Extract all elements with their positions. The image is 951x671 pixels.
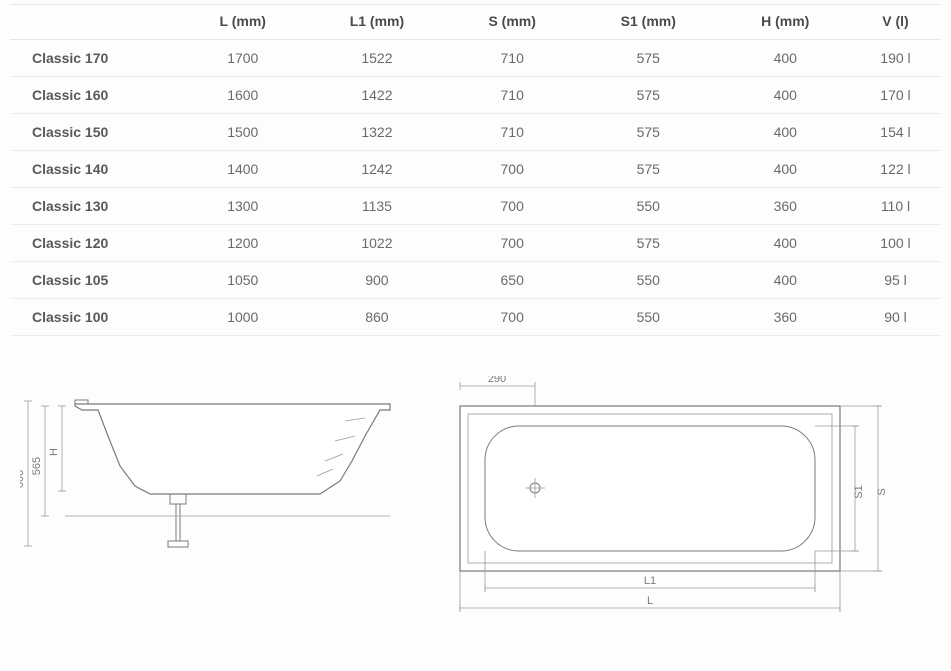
cell: 170 l (850, 77, 941, 114)
cell: 575 (576, 151, 720, 188)
col-header-model (10, 5, 180, 40)
cell: 700 (448, 299, 576, 336)
table-row: Classic 130 1300 1135 700 550 360 110 l (10, 188, 941, 225)
cell: 400 (721, 114, 850, 151)
diagrams-row: 600 565 H (10, 376, 941, 641)
table-row: Classic 120 1200 1022 700 575 400 100 l (10, 225, 941, 262)
cell: 575 (576, 225, 720, 262)
cell: 1242 (306, 151, 449, 188)
label-290: 290 (488, 376, 506, 385)
cell: 190 l (850, 40, 941, 77)
cell: 154 l (850, 114, 941, 151)
col-header-H: H (mm) (721, 5, 850, 40)
cell: 1135 (306, 188, 449, 225)
cell: 550 (576, 188, 720, 225)
cell: 860 (306, 299, 449, 336)
cell: 110 l (850, 188, 941, 225)
table-body: Classic 170 1700 1522 710 575 400 190 l … (10, 40, 941, 336)
label-565: 565 (31, 457, 43, 475)
cell: 400 (721, 262, 850, 299)
spec-table: L (mm) L1 (mm) S (mm) S1 (mm) H (mm) V (… (10, 4, 941, 336)
cell-model: Classic 105 (10, 262, 180, 299)
col-header-S1: S1 (mm) (576, 5, 720, 40)
cell-model: Classic 130 (10, 188, 180, 225)
cell: 550 (576, 262, 720, 299)
cell: 1400 (180, 151, 306, 188)
diagram-side-elevation: 600 565 H (20, 376, 400, 581)
cell: 400 (721, 225, 850, 262)
cell: 1022 (306, 225, 449, 262)
cell: 1050 (180, 262, 306, 299)
cell: 100 l (850, 225, 941, 262)
cell: 710 (448, 77, 576, 114)
cell: 400 (721, 151, 850, 188)
cell: 1300 (180, 188, 306, 225)
table-row: Classic 170 1700 1522 710 575 400 190 l (10, 40, 941, 77)
diagram-top-plan: 290 S1 S (430, 376, 900, 641)
cell: 700 (448, 151, 576, 188)
cell: 360 (721, 299, 850, 336)
cell-model: Classic 150 (10, 114, 180, 151)
cell: 650 (448, 262, 576, 299)
cell: 1500 (180, 114, 306, 151)
cell-model: Classic 170 (10, 40, 180, 77)
cell: 700 (448, 225, 576, 262)
cell: 360 (721, 188, 850, 225)
cell: 1700 (180, 40, 306, 77)
col-header-S: S (mm) (448, 5, 576, 40)
col-header-L1: L1 (mm) (306, 5, 449, 40)
label-L: L (647, 595, 653, 607)
label-S: S (876, 488, 888, 495)
cell: 1522 (306, 40, 449, 77)
col-header-L: L (mm) (180, 5, 306, 40)
col-header-V: V (l) (850, 5, 941, 40)
cell: 95 l (850, 262, 941, 299)
cell: 1000 (180, 299, 306, 336)
table-row: Classic 100 1000 860 700 550 360 90 l (10, 299, 941, 336)
cell: 122 l (850, 151, 941, 188)
label-L1: L1 (644, 575, 656, 587)
table-row: Classic 150 1500 1322 710 575 400 154 l (10, 114, 941, 151)
cell: 575 (576, 40, 720, 77)
cell: 400 (721, 40, 850, 77)
cell: 1600 (180, 77, 306, 114)
label-S1: S1 (853, 485, 865, 498)
cell: 400 (721, 77, 850, 114)
table-row: Classic 105 1050 900 650 550 400 95 l (10, 262, 941, 299)
table-header: L (mm) L1 (mm) S (mm) S1 (mm) H (mm) V (… (10, 5, 941, 40)
cell: 700 (448, 188, 576, 225)
cell: 900 (306, 262, 449, 299)
cell-model: Classic 100 (10, 299, 180, 336)
cell: 1322 (306, 114, 449, 151)
cell: 1422 (306, 77, 449, 114)
page: L (mm) L1 (mm) S (mm) S1 (mm) H (mm) V (… (0, 0, 951, 651)
cell-model: Classic 120 (10, 225, 180, 262)
cell: 1200 (180, 225, 306, 262)
cell: 550 (576, 299, 720, 336)
cell: 575 (576, 77, 720, 114)
cell-model: Classic 140 (10, 151, 180, 188)
cell: 710 (448, 40, 576, 77)
table-row: Classic 140 1400 1242 700 575 400 122 l (10, 151, 941, 188)
cell-model: Classic 160 (10, 77, 180, 114)
label-H: H (48, 448, 60, 456)
cell: 710 (448, 114, 576, 151)
label-600: 600 (20, 470, 26, 488)
cell: 575 (576, 114, 720, 151)
cell: 90 l (850, 299, 941, 336)
table-row: Classic 160 1600 1422 710 575 400 170 l (10, 77, 941, 114)
